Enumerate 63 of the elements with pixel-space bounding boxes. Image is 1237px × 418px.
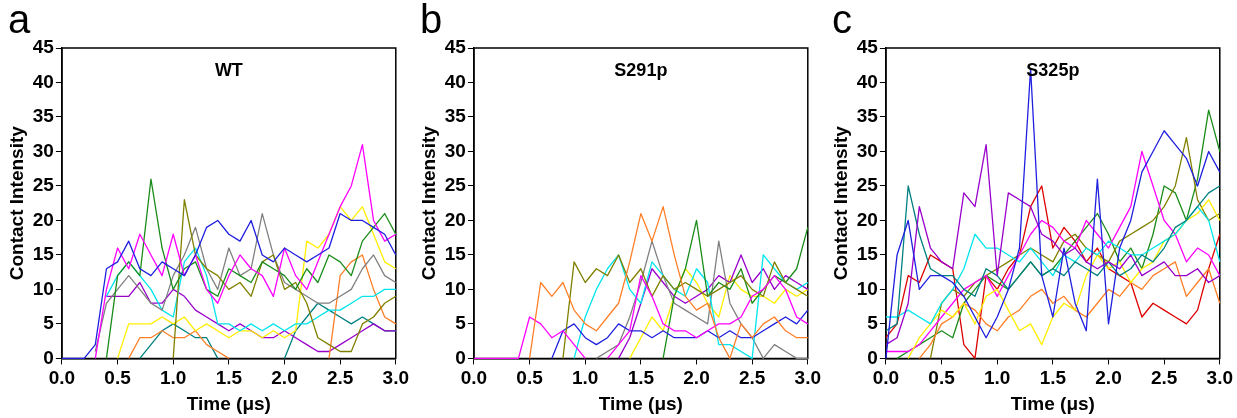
- text: S325p: [1026, 59, 1080, 80]
- text: b: [420, 0, 443, 42]
- x-tick-label: 2.0: [1095, 367, 1122, 389]
- y-tick-label: 10: [32, 277, 54, 299]
- y-tick-label: 45: [32, 36, 55, 58]
- y-tick-label: 10: [856, 277, 878, 299]
- y-tick-label: 0: [867, 346, 878, 368]
- y-tick-label: 20: [444, 208, 466, 230]
- y-tick-label: 0: [43, 346, 54, 368]
- x-tick-label: 0.0: [48, 367, 76, 389]
- y-tick-label: 15: [856, 243, 879, 265]
- y-tick-label: 5: [455, 312, 467, 334]
- x-tick-label: 3.0: [1206, 367, 1233, 389]
- x-tick-label: 1.0: [572, 367, 599, 389]
- x-tick-label: 1.5: [1039, 367, 1067, 389]
- y-tick-label: 30: [444, 139, 466, 161]
- y-tick-label: 35: [32, 105, 55, 127]
- x-tick-label: 3.0: [794, 367, 821, 389]
- x-tick-label: 0.0: [460, 367, 488, 389]
- y-axis-title: Contact Intensity: [417, 125, 439, 281]
- x-axis-title: Time (μs): [1010, 392, 1095, 414]
- text: c: [832, 0, 852, 42]
- text: S291p: [614, 59, 668, 80]
- x-tick-label: 2.5: [326, 367, 354, 389]
- y-tick-label: 35: [856, 105, 879, 127]
- x-tick-label: 3.0: [382, 367, 409, 389]
- x-axis-title: Time (μs): [598, 392, 683, 414]
- x-tick-label: 2.5: [738, 367, 766, 389]
- y-tick-label: 20: [856, 208, 878, 230]
- y-tick-label: 20: [32, 208, 54, 230]
- text: WT: [214, 59, 243, 80]
- y-tick-label: 40: [856, 70, 878, 92]
- y-tick-label: 35: [444, 105, 467, 127]
- x-tick-label: 2.0: [271, 367, 298, 389]
- y-tick-label: 10: [444, 277, 466, 299]
- y-tick-label: 45: [856, 36, 879, 58]
- y-axis-title: Contact Intensity: [829, 125, 851, 281]
- y-tick-label: 45: [444, 36, 467, 58]
- y-tick-label: 30: [32, 139, 54, 161]
- x-tick-label: 2.0: [683, 367, 710, 389]
- y-tick-label: 25: [32, 174, 55, 196]
- y-tick-label: 40: [444, 70, 466, 92]
- x-axis-title: Time (μs): [186, 392, 271, 414]
- x-tick-label: 1.5: [627, 367, 655, 389]
- x-tick-label: 1.0: [984, 367, 1011, 389]
- y-tick-label: 40: [32, 70, 54, 92]
- y-tick-label: 0: [455, 346, 466, 368]
- y-axis-title: Contact Intensity: [5, 125, 27, 281]
- x-tick-label: 0.5: [104, 367, 132, 389]
- x-tick-label: 1.0: [160, 367, 187, 389]
- y-tick-label: 5: [867, 312, 879, 334]
- x-tick-label: 2.5: [1150, 367, 1178, 389]
- y-tick-label: 15: [444, 243, 467, 265]
- x-tick-label: 1.5: [215, 367, 243, 389]
- x-tick-label: 0.5: [928, 367, 956, 389]
- x-tick-label: 0.0: [872, 367, 900, 389]
- y-tick-label: 30: [856, 139, 878, 161]
- y-tick-label: 5: [43, 312, 55, 334]
- y-tick-label: 15: [32, 243, 55, 265]
- y-tick-label: 25: [856, 174, 879, 196]
- x-tick-label: 0.5: [516, 367, 544, 389]
- text: a: [8, 0, 31, 42]
- y-tick-label: 25: [444, 174, 467, 196]
